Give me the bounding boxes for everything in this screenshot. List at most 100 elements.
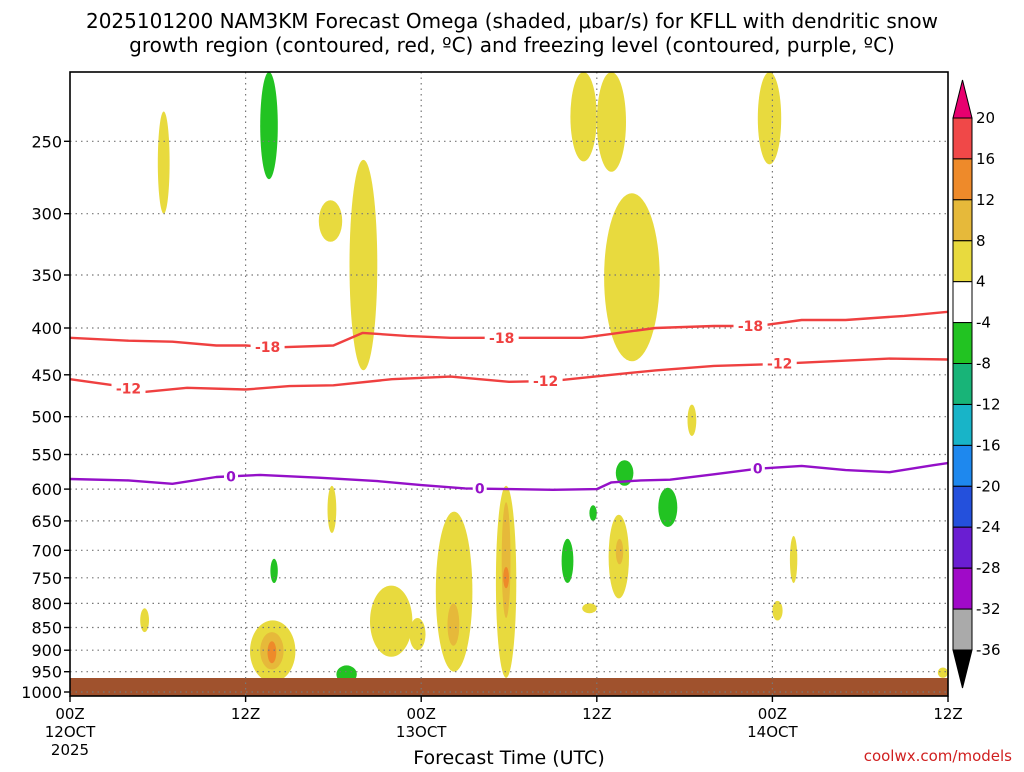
y-tick-label-300: 300 xyxy=(31,205,62,224)
y-tick-label-500: 500 xyxy=(31,408,62,427)
omega-region-r1 xyxy=(503,567,509,589)
omega-region-y1 xyxy=(157,111,170,214)
pressure-axis: 250 300 350 400 450 500 550 600 650 700 750 800 850 9… xyxy=(21,132,70,702)
chart-title-line-2: growth region (contoured, red, ºC) and f… xyxy=(129,33,895,57)
colorbar-label-3: 8 xyxy=(976,232,986,250)
colorbar-label-6: -8 xyxy=(976,355,991,373)
omega-region-g6 xyxy=(270,558,278,584)
colorbar-segment-3 xyxy=(952,240,973,283)
omega-region-y18 xyxy=(140,608,150,633)
colorbar-label-4: 4 xyxy=(976,273,986,291)
colorbar-label-11: -28 xyxy=(976,559,1001,577)
contour-layer: -18 -18 -18 -12 -12 -12 0 0 0 xyxy=(70,310,948,498)
contour-label-1-1: -12 xyxy=(533,374,558,390)
x-tick-label-60: 12Z xyxy=(933,705,962,723)
terrain-ground-bar xyxy=(70,678,948,696)
colorbar-legend: 20 16 12 8 4 -4 -8 -12 -16 -20 -24 -28 -32 -36 xyxy=(952,79,1001,689)
y-tick-label-900: 900 xyxy=(31,641,62,660)
contour-label-bg-2-0 xyxy=(224,468,238,485)
omega-region-y15 xyxy=(409,618,426,651)
y-tick-label-650: 650 xyxy=(31,512,62,531)
x-tick-label-12: 12Z xyxy=(231,705,260,723)
omega-region-g5 xyxy=(561,538,574,584)
x-axis-label: Forecast Time (UTC) xyxy=(413,747,604,768)
colorbar-segment-10 xyxy=(952,526,973,569)
omega-region-g2 xyxy=(615,460,634,486)
colorbar-segment-5 xyxy=(952,322,973,365)
omega-shading-layer xyxy=(140,72,948,684)
contour-label-bg-1-2 xyxy=(762,355,797,372)
y-tick-label-250: 250 xyxy=(31,132,62,151)
colorbar-segment-7 xyxy=(952,404,973,446)
omega-region-o1 xyxy=(615,538,624,565)
x-tick-date-48: 14OCT xyxy=(747,723,798,741)
y-tick-label-950: 950 xyxy=(31,663,62,682)
colorbar-segment-8 xyxy=(952,444,973,487)
y-tick-label-550: 550 xyxy=(31,446,62,465)
contour-label-2-2: 0 xyxy=(753,462,763,478)
colorbar-segment-11 xyxy=(952,567,973,610)
colorbar-label-10: -24 xyxy=(976,518,1001,536)
y-tick-label-600: 600 xyxy=(31,480,62,499)
plot-frame xyxy=(69,71,949,697)
y-tick-label-350: 350 xyxy=(31,266,62,285)
x-tick-date-24: 13OCT xyxy=(396,723,447,741)
omega-region-y9 xyxy=(327,485,337,533)
omega-region-y2 xyxy=(318,200,343,242)
colorbar-label-2: 12 xyxy=(976,191,995,209)
colorbar-label-12: -32 xyxy=(976,600,1001,618)
omega-region-y13 xyxy=(772,600,783,621)
omega-region-o2 xyxy=(447,603,460,646)
contour-label-0-0: -18 xyxy=(255,340,280,356)
omega-region-y5 xyxy=(596,72,627,172)
y-tick-label-1000: 1000 xyxy=(21,683,62,702)
contour-label-1-0: -12 xyxy=(116,382,141,398)
colorbar-segment-1 xyxy=(952,158,973,201)
omega-region-y6 xyxy=(604,193,660,362)
contour-line-2 xyxy=(70,461,948,491)
x-tick-label-36: 12Z xyxy=(582,705,611,723)
chart-title-line-1: 2025101200 NAM3KM Forecast Omega (shaded… xyxy=(86,9,938,33)
y-tick-label-800: 800 xyxy=(31,594,62,613)
gridlines xyxy=(70,72,948,696)
x-tick-label-24: 00Z xyxy=(407,705,436,723)
omega-region-g4 xyxy=(589,505,597,521)
contour-label-bg-0-0 xyxy=(250,338,285,355)
colorbar-segment-6 xyxy=(952,363,973,405)
colorbar-segment-2 xyxy=(952,199,973,242)
colorbar-segment-12 xyxy=(952,608,973,651)
contour-label-bg-1-1 xyxy=(528,373,563,390)
colorbar-label-13: -36 xyxy=(976,641,1001,659)
contour-label-bg-0-1 xyxy=(484,329,519,346)
colorbar-label-9: -20 xyxy=(976,477,1001,495)
x-tick-date-0: 12OCT xyxy=(45,723,96,741)
contour-label-bg-1-0 xyxy=(111,380,146,397)
credit-text: coolwx.com/models xyxy=(864,747,1012,765)
y-tick-label-850: 850 xyxy=(31,619,62,638)
colorbar-segment-4 xyxy=(952,281,973,324)
x-tick-label-0: 00Z xyxy=(55,705,84,723)
colorbar-segment-0 xyxy=(952,117,973,160)
y-tick-label-450: 450 xyxy=(31,366,62,385)
colorbar-segment-9 xyxy=(952,485,973,528)
omega-region-y20 xyxy=(937,667,948,678)
omega-region-g1 xyxy=(260,72,278,180)
contour-label-0-2: -18 xyxy=(738,319,763,335)
contour-label-2-0: 0 xyxy=(226,469,236,485)
omega-region-y12 xyxy=(582,603,597,614)
colorbar-label-7: -12 xyxy=(976,396,1001,414)
contour-label-bg-0-2 xyxy=(733,318,768,334)
omega-region-y3 xyxy=(349,159,378,371)
colorbar-bottom-triangle xyxy=(952,649,973,689)
contour-label-bg-2-1 xyxy=(472,480,487,497)
omega-region-r2 xyxy=(267,641,277,664)
x-tick-label-48: 00Z xyxy=(758,705,787,723)
omega-region-y16 xyxy=(435,511,473,672)
contour-label-0-1: -18 xyxy=(489,331,514,347)
colorbar-label-1: 16 xyxy=(976,150,995,168)
omega-region-y7 xyxy=(757,72,782,165)
omega-region-o3 xyxy=(501,502,511,618)
